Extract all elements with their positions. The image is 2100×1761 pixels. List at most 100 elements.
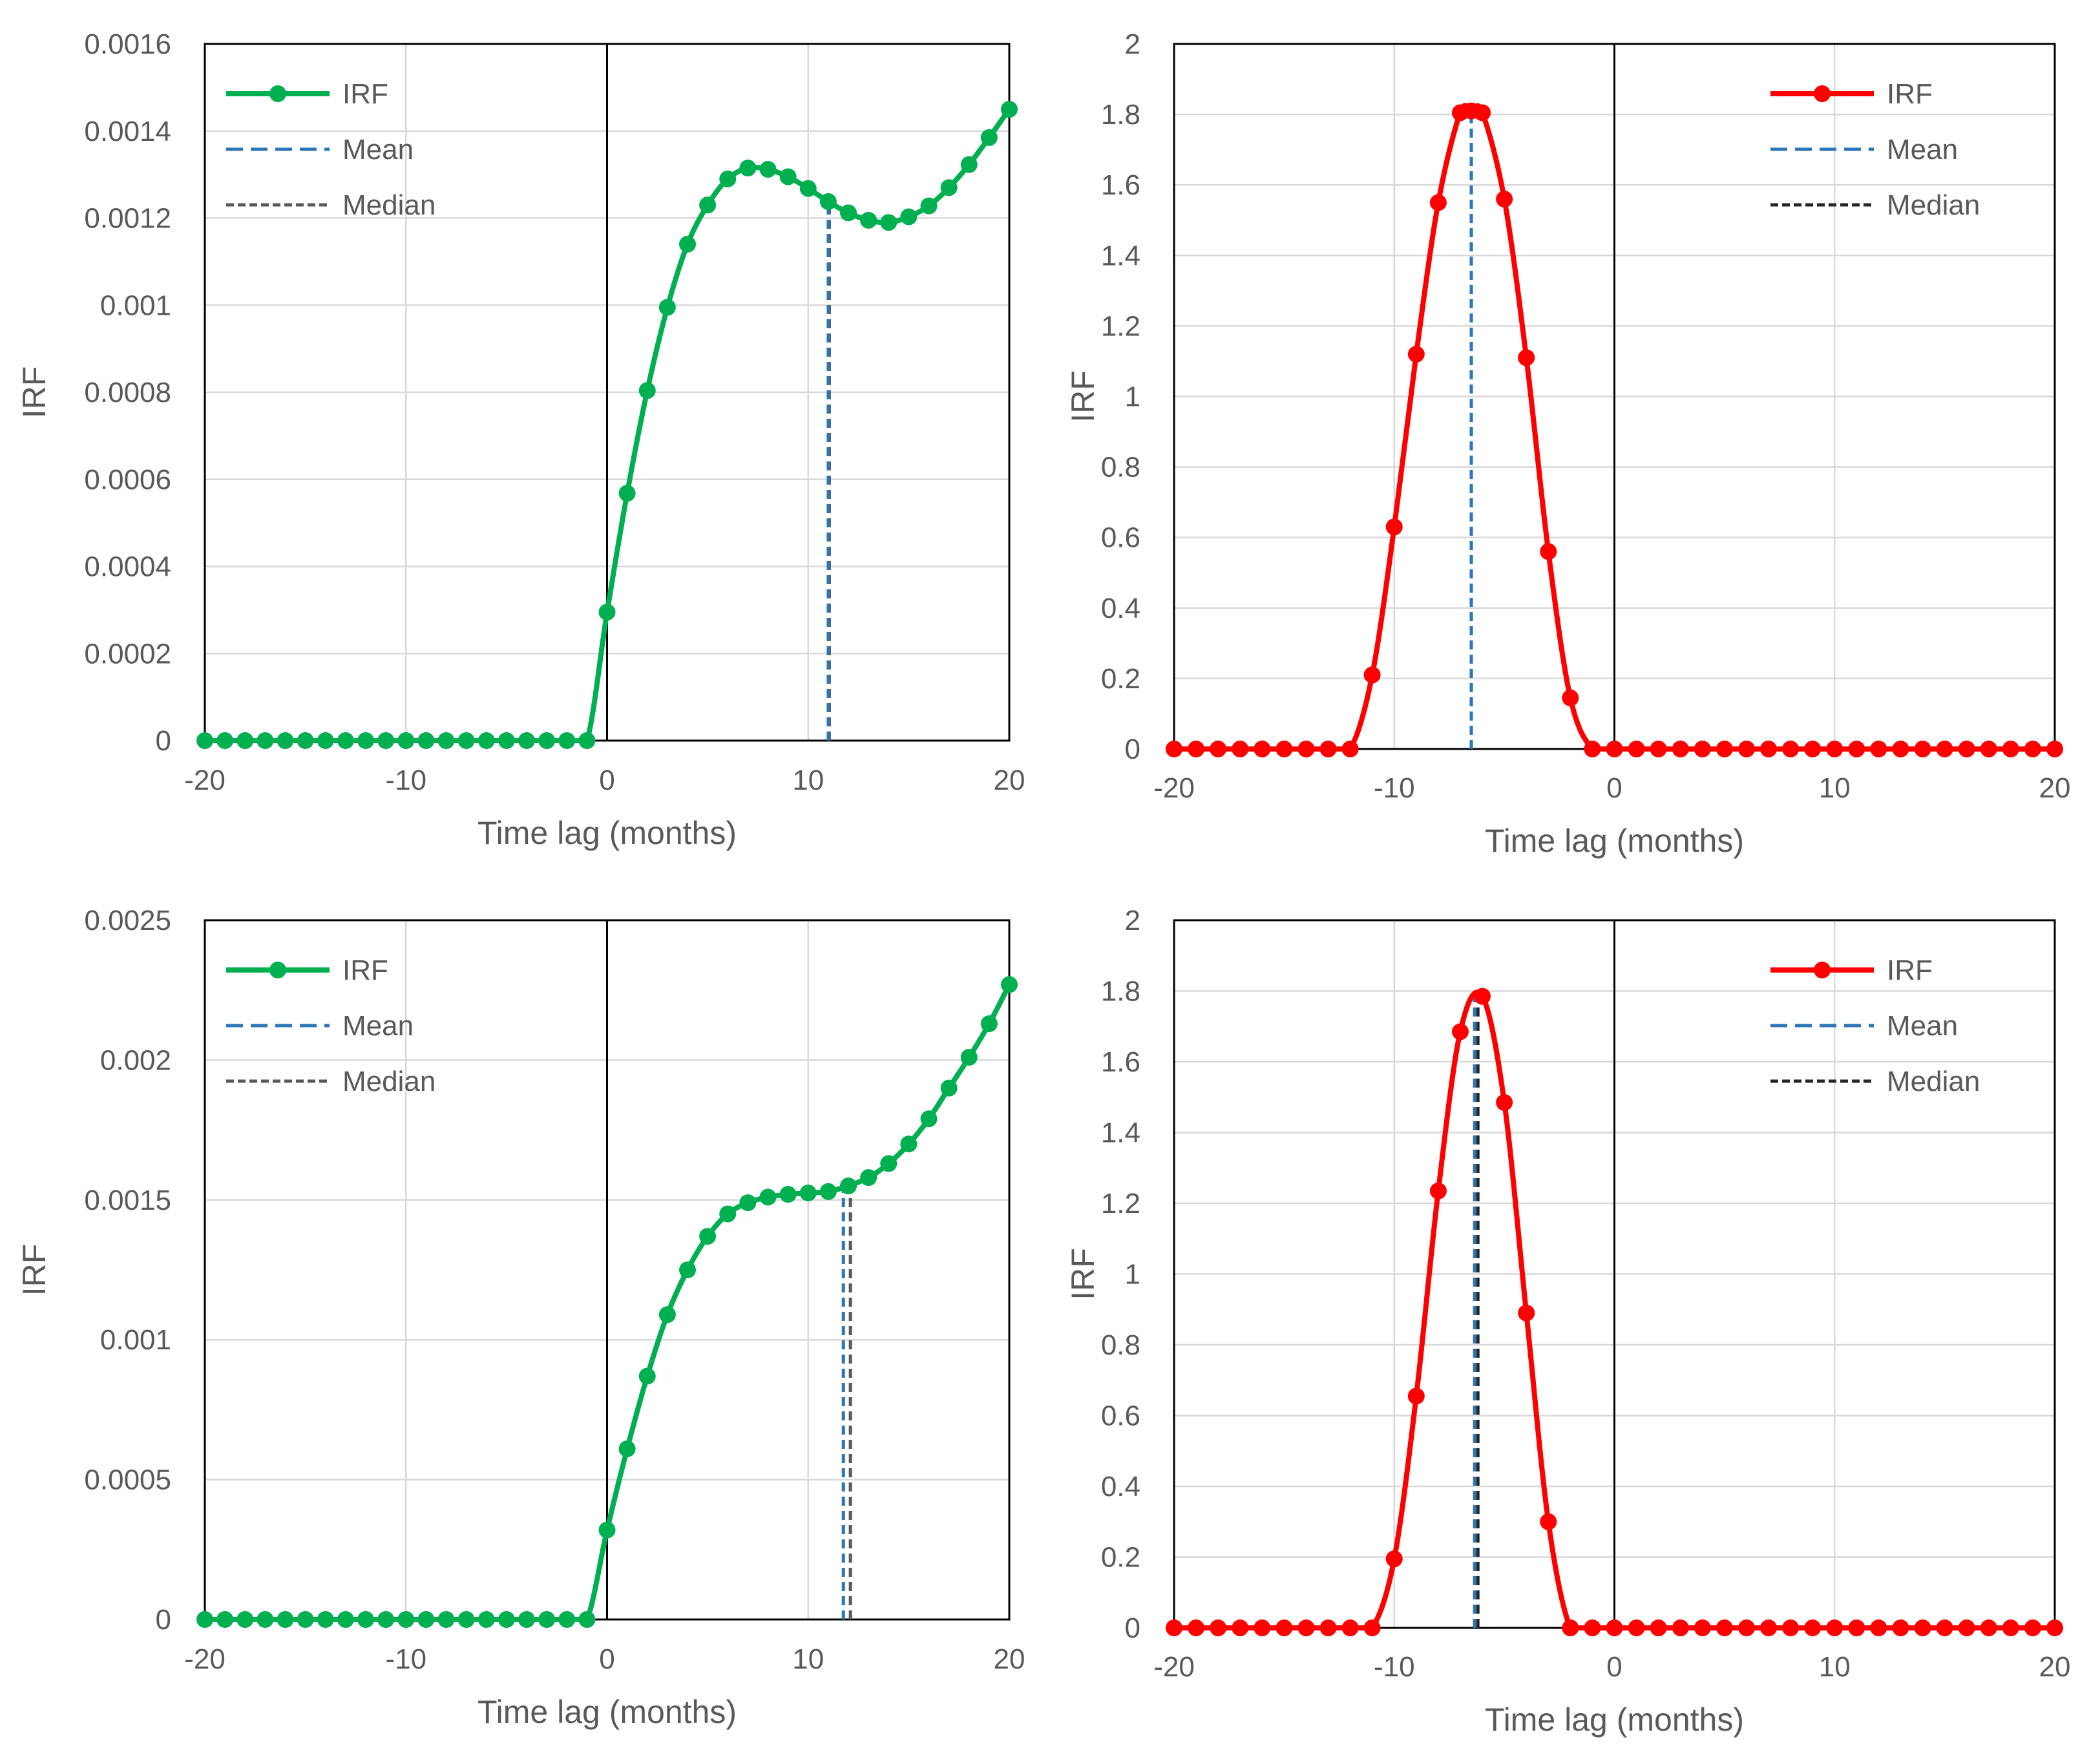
irf-data-point: [1826, 741, 1843, 757]
irf-data-point: [2024, 1619, 2041, 1636]
x-axis-title: Time lag (months): [1485, 1702, 1744, 1738]
irf-data-point: [1606, 741, 1623, 757]
irf-data-point: [1584, 741, 1601, 757]
irf-data-point: [1562, 1619, 1579, 1636]
irf-chart-top-right: 0 0.2 0.4 0.6 0.8 1 1.2 1.4 1.6 1.8 2 -20 -10 0 10 20 Ti…: [1065, 28, 2070, 859]
x-tick-label: -20: [1153, 1651, 1195, 1683]
irf-data-point: [960, 156, 978, 173]
x-tick-label: 10: [792, 1643, 824, 1675]
y-tick-label: 0.4: [1101, 1471, 1140, 1503]
y-tick-label: 1.8: [1101, 976, 1140, 1007]
y-tick-label: 0.002: [100, 1044, 171, 1076]
irf-data-point: [2024, 741, 2041, 757]
irf-data-point: [277, 1611, 294, 1628]
irf-data-point: [1584, 1619, 1601, 1636]
irf-data-point: [1210, 741, 1227, 757]
irf-data-point: [1166, 741, 1182, 757]
irf-data-point: [1540, 1513, 1557, 1530]
y-tick-label: 1.4: [1101, 1117, 1140, 1149]
irf-data-point: [980, 129, 998, 146]
y-tick-label: 0: [156, 1604, 171, 1636]
irf-data-point: [960, 1049, 978, 1066]
irf-data-point: [498, 1611, 515, 1628]
irf-data-point: [236, 1611, 254, 1628]
y-axis-title: IRF: [1065, 370, 1101, 423]
irf-data-point: [1166, 1619, 1182, 1636]
y-tick-label: 0.6: [1101, 522, 1140, 554]
irf-data-point: [1716, 1619, 1733, 1636]
irf-data-point: [518, 1611, 535, 1628]
irf-data-point: [1407, 1387, 1425, 1405]
irf-data-point: [658, 299, 676, 316]
irf-data-point: [759, 161, 777, 178]
legend-median-label: Median: [342, 1066, 436, 1097]
legend-mean-label: Mean: [1887, 134, 1958, 165]
irf-data-point: [1760, 1619, 1778, 1636]
irf-data-point: [1870, 1619, 1887, 1636]
x-tick-label: -10: [1374, 772, 1415, 804]
x-axis-title: Time lag (months): [1485, 823, 1744, 859]
irf-data-point: [799, 180, 817, 197]
y-tick-label: 0.8: [1101, 452, 1140, 483]
irf-data-point: [860, 1169, 877, 1186]
y-tick-label: 0.2: [1101, 1542, 1140, 1574]
irf-data-point: [819, 1183, 837, 1200]
chart-panel-bottom-right: 0 0.2 0.4 0.6 0.8 1 1.2 1.4 1.6 1.8 2 -20 -10 0 10 20 Ti…: [1050, 879, 2100, 1761]
irf-data-point: [257, 732, 274, 749]
irf-data-point: [1672, 1619, 1689, 1636]
y-tick-label: 1.8: [1101, 99, 1140, 131]
y-tick-label: 0.0004: [84, 551, 171, 583]
irf-data-point: [840, 1177, 857, 1195]
y-tick-label: 0.6: [1101, 1400, 1140, 1432]
chart-panel-bottom-left: 0 0.0005 0.001 0.0015 0.002 0.0025 -20 -10 0 10 20…: [0, 879, 1050, 1761]
irf-data-point: [638, 382, 656, 399]
irf-data-point: [1760, 741, 1778, 757]
irf-data-point: [196, 732, 213, 749]
irf-data-point: [1496, 1093, 1513, 1111]
legend-median-label: Median: [1887, 1066, 1980, 1097]
irf-data-point: [799, 1184, 817, 1201]
irf-data-point: [1319, 1619, 1337, 1636]
y-tick-label: 1.2: [1101, 310, 1140, 342]
irf-data-point: [1804, 741, 1822, 757]
irf-chart-bottom-left: 0 0.0005 0.001 0.0015 0.002 0.0025 -20 -10 0 10 20…: [16, 905, 1025, 1730]
x-tick-label: 10: [1819, 772, 1851, 804]
legend-irf-marker: [1814, 85, 1831, 102]
legend-irf-marker: [269, 962, 286, 978]
x-tick-label: 0: [599, 1643, 614, 1675]
irf-data-point: [216, 732, 234, 749]
x-tick-label: -20: [1153, 772, 1195, 804]
irf-data-point: [1540, 543, 1557, 560]
irf-data-point: [1188, 1619, 1205, 1636]
irf-data-point: [1474, 987, 1491, 1005]
y-tick-label: 2: [1125, 905, 1140, 936]
irf-data-point: [1562, 689, 1579, 706]
irf-data-point: [1407, 346, 1425, 363]
y-tick-label: 1: [1125, 381, 1140, 413]
irf-data-point: [457, 1611, 475, 1628]
irf-data-point: [900, 1135, 918, 1153]
irf-data-point: [377, 1611, 395, 1628]
y-tick-label: 1: [1125, 1259, 1140, 1291]
y-tick-label: 2: [1125, 28, 1140, 60]
irf-data-point: [1980, 1619, 1997, 1636]
x-tick-label: -20: [184, 765, 226, 796]
irf-data-point: [598, 604, 616, 621]
irf-data-point: [920, 197, 938, 215]
irf-data-point: [1429, 194, 1447, 211]
y-axis-title: IRF: [16, 366, 52, 419]
irf-data-point: [417, 732, 435, 749]
legend-median-label: Median: [1887, 189, 1980, 221]
x-tick-label: 20: [994, 765, 1025, 796]
irf-data-point: [1496, 191, 1513, 208]
y-tick-label: 0.0012: [84, 203, 171, 235]
x-tick-label: -20: [184, 1643, 226, 1675]
legend: IRF Mean Median: [1770, 954, 1980, 1097]
irf-data-point: [1958, 741, 1975, 757]
irf-data-point: [1276, 741, 1293, 757]
irf-data-point: [1232, 1619, 1249, 1636]
irf-data-point: [739, 1194, 757, 1212]
irf-data-point: [2046, 741, 2063, 757]
irf-data-point: [1363, 1619, 1381, 1636]
irf-data-point: [558, 732, 576, 749]
